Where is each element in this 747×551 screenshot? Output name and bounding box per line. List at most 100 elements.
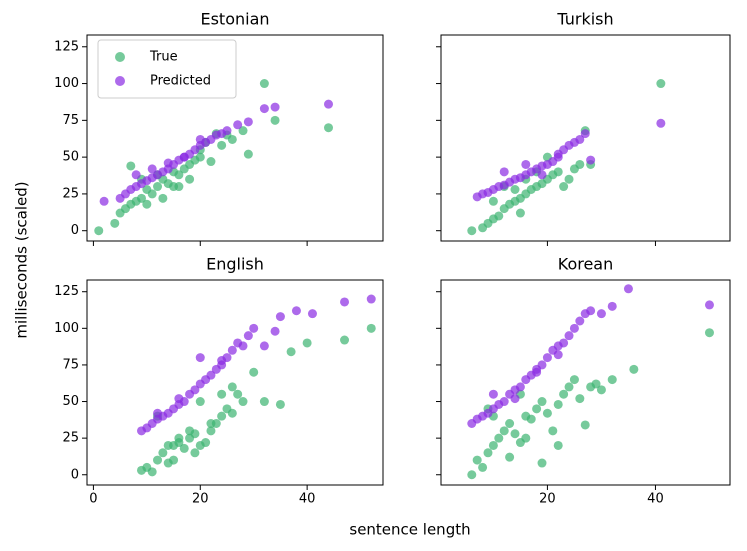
point: [340, 335, 350, 345]
point: [505, 452, 515, 462]
point: [537, 360, 547, 370]
point: [190, 385, 200, 395]
point: [532, 404, 542, 414]
point: [564, 331, 574, 341]
point: [185, 426, 195, 436]
point: [243, 149, 253, 159]
point: [307, 309, 317, 319]
y-tick-label: 100: [54, 76, 79, 91]
point: [286, 347, 296, 357]
point: [559, 389, 569, 399]
point: [259, 79, 269, 89]
point: [142, 199, 152, 209]
subplot-title: English: [206, 255, 264, 274]
axes-frame: [440, 34, 731, 242]
point: [510, 394, 520, 404]
legend-marker: [115, 52, 125, 62]
point: [217, 356, 227, 366]
point: [174, 170, 184, 180]
point: [169, 455, 179, 465]
axes-frame: [440, 279, 731, 486]
legend-label: Predicted: [150, 74, 211, 89]
point: [206, 157, 216, 167]
point: [499, 167, 509, 177]
point: [249, 323, 259, 333]
point: [270, 115, 280, 125]
subplot-title: Estonian: [200, 10, 269, 29]
point: [478, 462, 488, 472]
point: [270, 102, 280, 112]
x-axis-label: sentence length: [349, 521, 470, 539]
point: [575, 159, 585, 169]
point: [275, 312, 285, 322]
point: [499, 426, 509, 436]
point: [259, 104, 269, 114]
point: [537, 170, 547, 180]
y-tick-label: 25: [62, 431, 79, 446]
subplot-title: Turkish: [556, 10, 613, 29]
point: [291, 306, 301, 316]
subplot-title: Korean: [558, 255, 614, 274]
y-tick-label: 125: [54, 39, 79, 54]
x-tick-label: 20: [539, 492, 556, 507]
legend-label: True: [149, 50, 178, 65]
point: [163, 440, 173, 450]
point: [153, 408, 163, 418]
point: [656, 118, 666, 128]
point: [559, 338, 569, 348]
x-tick-label: 20: [192, 492, 209, 507]
y-tick-label: 0: [71, 223, 79, 238]
point: [99, 196, 109, 206]
point: [227, 408, 237, 418]
x-tick-label: 40: [647, 492, 664, 507]
point: [158, 193, 168, 203]
point: [564, 382, 574, 392]
point: [153, 182, 163, 192]
point: [136, 193, 146, 203]
point: [548, 426, 558, 436]
point: [607, 301, 617, 311]
point: [488, 389, 498, 399]
point: [553, 440, 563, 450]
x-tick-label: 40: [299, 492, 316, 507]
point: [472, 455, 482, 465]
point: [607, 375, 617, 385]
point: [110, 218, 120, 228]
point: [217, 389, 227, 399]
point: [596, 385, 606, 395]
point: [483, 448, 493, 458]
point: [510, 185, 520, 194]
point: [195, 134, 205, 144]
y-tick-label: 100: [54, 321, 79, 336]
point: [206, 419, 216, 428]
point: [488, 196, 498, 206]
point: [158, 448, 168, 458]
point: [366, 323, 376, 333]
point: [366, 294, 376, 304]
point: [217, 411, 227, 421]
point: [238, 397, 248, 407]
axes-frame: [86, 279, 384, 486]
point: [227, 134, 237, 144]
point: [324, 123, 334, 133]
point: [704, 328, 714, 338]
legend-box: [97, 39, 237, 99]
point: [249, 367, 259, 377]
point: [542, 353, 552, 363]
point: [569, 323, 579, 333]
point: [190, 448, 200, 458]
point: [467, 226, 477, 236]
point: [505, 419, 515, 428]
point: [302, 338, 312, 348]
point: [174, 394, 184, 404]
point: [521, 159, 531, 169]
point: [656, 79, 666, 89]
point: [340, 297, 350, 307]
point: [131, 170, 141, 180]
point: [147, 467, 157, 477]
point: [259, 341, 269, 351]
y-axis-label: milliseconds (scaled): [13, 181, 31, 338]
point: [596, 309, 606, 319]
point: [580, 420, 590, 430]
